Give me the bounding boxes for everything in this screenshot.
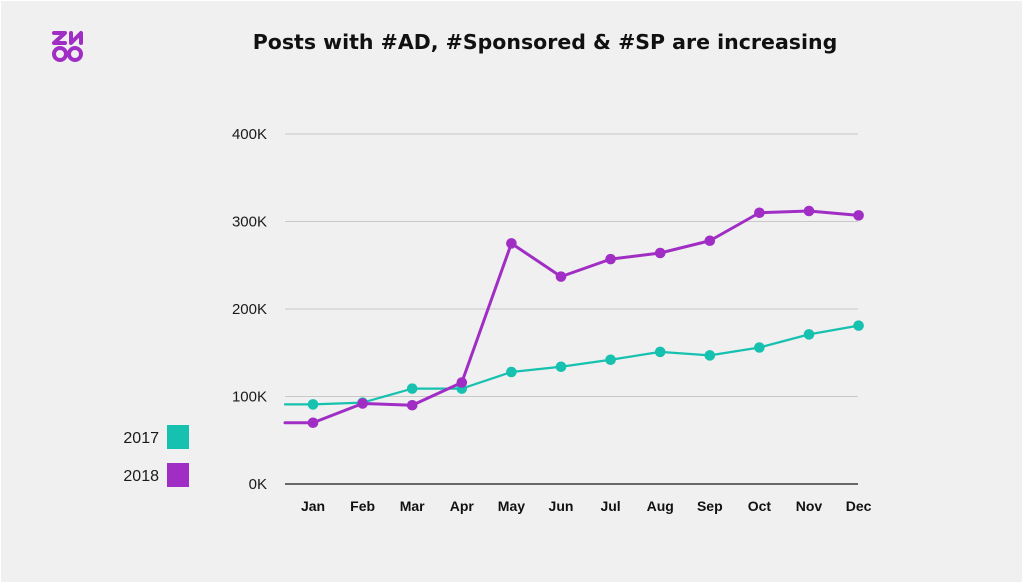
data-point-2017 [803, 329, 815, 340]
y-tick-label: 0K [249, 476, 267, 493]
x-tick-label: Oct [748, 498, 772, 514]
x-tick-label: Jan [301, 498, 325, 514]
x-tick-label: May [498, 498, 525, 514]
data-point-2018 [704, 235, 716, 247]
y-tick-label: 100K [232, 389, 267, 406]
data-point-2017 [406, 383, 418, 394]
x-tick-label: Feb [350, 498, 375, 514]
x-tick-label: Jul [600, 498, 620, 514]
y-tick-label: 400K [232, 126, 267, 143]
data-point-2018 [754, 207, 765, 219]
data-point-2018 [307, 417, 319, 429]
data-point-2018 [506, 238, 517, 249]
x-tick-label: Jun [549, 498, 574, 514]
data-point-2017 [506, 366, 517, 378]
data-point-2017 [307, 399, 319, 410]
x-tick-label: Sep [697, 498, 723, 514]
x-tick-label: Aug [647, 498, 674, 514]
data-point-2018 [853, 210, 864, 221]
y-tick-label: 200K [232, 301, 267, 318]
chart-title: Posts with #AD, #Sponsored & #SP are inc… [252, 30, 838, 54]
data-point-2018 [357, 398, 368, 409]
series-line-2017 [283, 324, 860, 406]
data-point-2018 [803, 205, 815, 217]
data-point-2018 [654, 247, 666, 259]
data-point-2018 [406, 399, 418, 411]
x-tick-label: Dec [846, 498, 872, 514]
y-tick-label: 300K [232, 214, 267, 231]
data-point-2018 [456, 377, 468, 388]
data-point-2017 [555, 361, 567, 373]
data-point-2017 [605, 354, 616, 366]
legend-swatch-2018 [167, 463, 189, 487]
x-tick-label: Nov [796, 498, 823, 514]
data-point-2017 [754, 342, 765, 353]
x-tick-label: Apr [450, 498, 475, 514]
data-point-2017 [853, 320, 864, 331]
data-point-2017 [654, 346, 666, 358]
data-point-2018 [555, 271, 567, 282]
legend-swatch-2017 [167, 425, 189, 449]
brand-logo [52, 31, 83, 62]
data-point-2017 [704, 350, 716, 361]
legend-label-2018: 2018 [123, 468, 159, 485]
series-line-2018 [283, 209, 861, 425]
legend-label-2017: 2017 [123, 430, 159, 447]
x-tick-label: Mar [400, 498, 425, 514]
data-point-2018 [605, 253, 616, 265]
